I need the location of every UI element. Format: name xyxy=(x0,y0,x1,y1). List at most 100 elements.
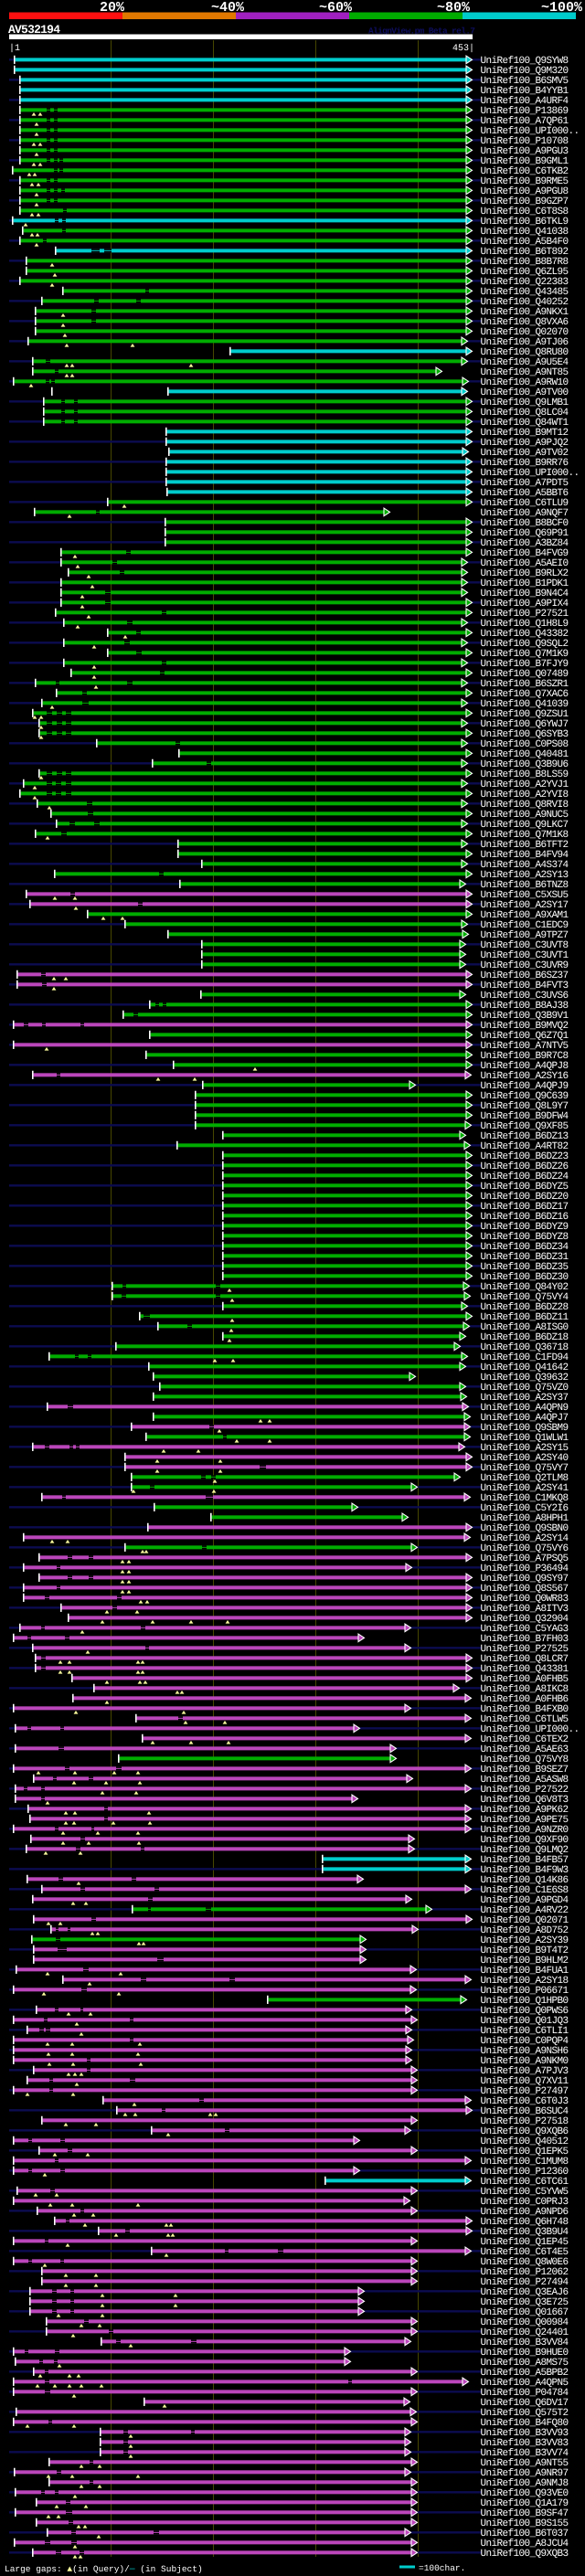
svg-text:UniRef100_B6T892: UniRef100_B6T892 xyxy=(481,247,569,258)
svg-text:UniRef100_C6T8S8: UniRef100_C6T8S8 xyxy=(481,207,569,217)
svg-text:UniRef100_B6DZ28: UniRef100_B6DZ28 xyxy=(481,1302,569,1313)
svg-text:UniRef100_C0PQP4: UniRef100_C0PQP4 xyxy=(481,2036,569,2047)
svg-text:UniRef100_Q41642: UniRef100_Q41642 xyxy=(481,1362,569,1373)
svg-text:UniRef100_B4FXB0: UniRef100_B4FXB0 xyxy=(481,1704,569,1715)
svg-text:UniRef100_B6DYZ8: UniRef100_B6DYZ8 xyxy=(481,1232,569,1243)
svg-text:UniRef100_A9XAM1: UniRef100_A9XAM1 xyxy=(481,910,569,921)
svg-text:UniRef100_Q3E725: UniRef100_Q3E725 xyxy=(481,2297,569,2308)
svg-text:UniRef100_B4FB57: UniRef100_B4FB57 xyxy=(481,1855,569,1866)
svg-text:UniRef100_Q84WT1: UniRef100_Q84WT1 xyxy=(481,418,569,429)
svg-text:UniRef100_Q6Z7Q1: UniRef100_Q6Z7Q1 xyxy=(481,1031,569,1042)
svg-text:UniRef100_Q9SQL2: UniRef100_Q9SQL2 xyxy=(481,639,569,650)
svg-text:UniRef100_Q0WR83: UniRef100_Q0WR83 xyxy=(481,1594,569,1605)
svg-text:UniRef100_B6DZ18: UniRef100_B6DZ18 xyxy=(481,1332,569,1343)
svg-text:UniRef100_P10708: UniRef100_P10708 xyxy=(481,136,569,147)
svg-text:UniRef100_A9NPD6: UniRef100_A9NPD6 xyxy=(481,2207,569,2218)
svg-text:UniRef100_C1MKQ8: UniRef100_C1MKQ8 xyxy=(481,1493,569,1504)
svg-text:UniRef100_UPI000..: UniRef100_UPI000.. xyxy=(481,468,580,479)
svg-text:UniRef100_Q6SYB3: UniRef100_Q6SYB3 xyxy=(481,729,569,740)
svg-text:UniRef100_Q1WLW1: UniRef100_Q1WLW1 xyxy=(481,1433,569,1444)
svg-text:UniRef100_B9RLX2: UniRef100_B9RLX2 xyxy=(481,568,569,579)
svg-text:UniRef100_A2SY13: UniRef100_A2SY13 xyxy=(481,870,569,881)
svg-text:UniRef100_Q7M1K8: UniRef100_Q7M1K8 xyxy=(481,830,569,841)
svg-text:UniRef100_B6TNZ8: UniRef100_B6TNZ8 xyxy=(481,880,569,891)
svg-text:UniRef100_Q1EPK5: UniRef100_Q1EPK5 xyxy=(481,2147,569,2157)
svg-text:UniRef100_A9NQF7: UniRef100_A9NQF7 xyxy=(481,508,569,519)
svg-text:UniRef100_B9MVQ2: UniRef100_B9MVQ2 xyxy=(481,1021,569,1032)
svg-text:UniRef100_B6DZ34: UniRef100_B6DZ34 xyxy=(481,1242,569,1253)
svg-text:UniRef100_A9TPZ7: UniRef100_A9TPZ7 xyxy=(481,930,569,941)
svg-text:UniRef100_A7NTV5: UniRef100_A7NTV5 xyxy=(481,1041,569,1052)
svg-text:UniRef100_C6TEX2: UniRef100_C6TEX2 xyxy=(481,1734,569,1745)
svg-text:UniRef100_B6DZ31: UniRef100_B6DZ31 xyxy=(481,1252,569,1263)
svg-text:UniRef100_Q40512: UniRef100_Q40512 xyxy=(481,2136,569,2147)
svg-text:UniRef100_B8B7R8: UniRef100_B8B7R8 xyxy=(481,257,569,268)
svg-text:UniRef100_B9SEZ7: UniRef100_B9SEZ7 xyxy=(481,1765,569,1776)
svg-text:UniRef100_A8IKC8: UniRef100_A8IKC8 xyxy=(481,1684,569,1695)
svg-text:UniRef100_Q9LMB1: UniRef100_Q9LMB1 xyxy=(481,398,569,408)
svg-text:453|: 453| xyxy=(452,43,474,54)
svg-text:UniRef100_C5XSU5: UniRef100_C5XSU5 xyxy=(481,890,569,901)
svg-text:UniRef100_B6DZ35: UniRef100_B6DZ35 xyxy=(481,1262,569,1273)
svg-text:UniRef100_Q8VXA6: UniRef100_Q8VXA6 xyxy=(481,317,569,328)
svg-text:UniRef100_B6DYZ9: UniRef100_B6DYZ9 xyxy=(481,1222,569,1233)
svg-text:UniRef100_B6SUC4: UniRef100_B6SUC4 xyxy=(481,2106,569,2117)
svg-text:UniRef100_P04784: UniRef100_P04784 xyxy=(481,2388,569,2399)
svg-text:UniRef100_C6TLW5: UniRef100_C6TLW5 xyxy=(481,1714,569,1725)
svg-text:UniRef100_B6DYZ5: UniRef100_B6DYZ5 xyxy=(481,1182,569,1193)
svg-text:UniRef100_B8BCF0: UniRef100_B8BCF0 xyxy=(481,518,569,529)
svg-text:UniRef100_Q9XF90: UniRef100_Q9XF90 xyxy=(481,1835,569,1846)
svg-text:UniRef100_Q02071: UniRef100_Q02071 xyxy=(481,1915,569,1926)
svg-text:UniRef100_B6DZ20: UniRef100_B6DZ20 xyxy=(481,1192,569,1203)
svg-text:UniRef100_Q40481: UniRef100_Q40481 xyxy=(481,749,569,760)
svg-text:UniRef100_C6T4E5: UniRef100_C6T4E5 xyxy=(481,2247,569,2258)
svg-text:UniRef100_A9NSH6: UniRef100_A9NSH6 xyxy=(481,2046,569,2057)
svg-text:UniRef100_A9TV00: UniRef100_A9TV00 xyxy=(481,387,569,398)
svg-text:UniRef100_A9PGU3: UniRef100_A9PGU3 xyxy=(481,146,569,157)
svg-text:UniRef100_A2SY39: UniRef100_A2SY39 xyxy=(481,1935,569,1946)
svg-text:UniRef100_B6SMV5: UniRef100_B6SMV5 xyxy=(481,76,569,87)
svg-text:UniRef100_Q8L9Y7: UniRef100_Q8L9Y7 xyxy=(481,1101,569,1112)
svg-text:UniRef100_Q84Y02: UniRef100_Q84Y02 xyxy=(481,1282,569,1293)
svg-text:UniRef100_Q8S567: UniRef100_Q8S567 xyxy=(481,1584,569,1595)
svg-text:UniRef100_Q7XV11: UniRef100_Q7XV11 xyxy=(481,2076,569,2087)
svg-text:UniRef100_Q3B9U4: UniRef100_Q3B9U4 xyxy=(481,2227,569,2238)
svg-text:UniRef100_B6TKL9: UniRef100_B6TKL9 xyxy=(481,217,569,228)
svg-text:UniRef100_P13869: UniRef100_P13869 xyxy=(481,106,569,117)
svg-text:UniRef100_B4YYB1: UniRef100_B4YYB1 xyxy=(481,86,569,97)
svg-text:~60%: ~60% xyxy=(319,0,353,16)
svg-text:UniRef100_C3UVS6: UniRef100_C3UVS6 xyxy=(481,991,569,1002)
svg-text:UniRef100_Q1A179: UniRef100_Q1A179 xyxy=(481,2498,569,2509)
svg-text:UniRef100_B6T037: UniRef100_B6T037 xyxy=(481,2528,569,2539)
svg-text:UniRef100_A2YVI8: UniRef100_A2YVI8 xyxy=(481,790,569,800)
svg-text:|1: |1 xyxy=(9,43,20,54)
svg-text:UniRef100_Q69P91: UniRef100_Q69P91 xyxy=(481,528,569,539)
svg-text:UniRef100_A5AE63: UniRef100_A5AE63 xyxy=(481,1744,569,1755)
svg-text:UniRef100_A8JCU4: UniRef100_A8JCU4 xyxy=(481,2539,569,2549)
svg-text:UniRef100_A4QPJ8: UniRef100_A4QPJ8 xyxy=(481,1061,569,1072)
svg-text:UniRef100_A9NT55: UniRef100_A9NT55 xyxy=(481,2458,569,2469)
svg-text:UniRef100_A9PK62: UniRef100_A9PK62 xyxy=(481,1805,569,1816)
svg-text:UniRef100_A7PJV3: UniRef100_A7PJV3 xyxy=(481,2066,569,2077)
svg-text:UniRef100_A8D752: UniRef100_A8D752 xyxy=(481,1925,569,1936)
svg-text:UniRef100_B6DZ11: UniRef100_B6DZ11 xyxy=(481,1312,569,1323)
svg-text:UniRef100_C6TLI1: UniRef100_C6TLI1 xyxy=(481,2026,569,2037)
svg-text:UniRef100_A2SY17: UniRef100_A2SY17 xyxy=(481,900,569,911)
svg-text:UniRef100_Q0PWS6: UniRef100_Q0PWS6 xyxy=(481,2006,569,2017)
svg-text:~80%: ~80% xyxy=(437,0,471,16)
svg-text:UniRef100_Q32904: UniRef100_Q32904 xyxy=(481,1614,569,1625)
svg-text:UniRef100_B9GML1: UniRef100_B9GML1 xyxy=(481,156,569,167)
svg-text:UniRef100_B9T4T2: UniRef100_B9T4T2 xyxy=(481,1945,569,1956)
svg-text:UniRef100_B8AJ38: UniRef100_B8AJ38 xyxy=(481,1001,569,1012)
svg-text:UniRef100_A4QPN5: UniRef100_A4QPN5 xyxy=(481,2378,569,2389)
svg-text:UniRef100_C6T0J3: UniRef100_C6T0J3 xyxy=(481,2096,569,2107)
svg-text:UniRef100_Q6ZL95: UniRef100_Q6ZL95 xyxy=(481,267,569,278)
svg-text:UniRef100_B9HUE0: UniRef100_B9HUE0 xyxy=(481,2348,569,2359)
svg-text:UniRef100_C3UVT8: UniRef100_C3UVT8 xyxy=(481,940,569,951)
svg-text:UniRef100_B6DZ17: UniRef100_B6DZ17 xyxy=(481,1202,569,1213)
svg-text:UniRef100_A2YVJ1: UniRef100_A2YVJ1 xyxy=(481,779,569,790)
svg-text:UniRef100_Q1EP45: UniRef100_Q1EP45 xyxy=(481,2237,569,2248)
svg-text:AV532194: AV532194 xyxy=(8,23,60,37)
svg-text:UniRef100_B6DZ23: UniRef100_B6DZ23 xyxy=(481,1151,569,1162)
svg-text:UniRef100_B6DZ16: UniRef100_B6DZ16 xyxy=(481,1212,569,1223)
